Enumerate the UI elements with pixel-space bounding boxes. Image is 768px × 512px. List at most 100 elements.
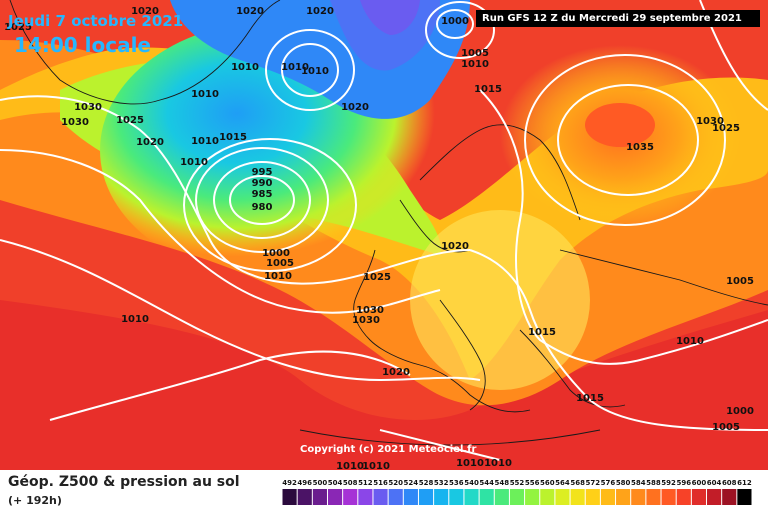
isobar-label: 1015 (219, 132, 247, 143)
russian-high-core (585, 103, 655, 147)
lead-time: (+ 192h) (8, 494, 62, 507)
isobar-label: 1010 (362, 461, 390, 470)
legend-swatch (737, 489, 752, 505)
legend-tick-label: 524 (404, 479, 419, 487)
isobar-label: 1025 (712, 123, 740, 134)
isobar-label: 1010 (336, 461, 364, 470)
isobar-label: 1000 (726, 406, 754, 417)
isobar-label: 1010 (191, 89, 219, 100)
legend-tick-label: 512 (358, 479, 373, 487)
legend-swatch (373, 489, 388, 505)
legend-tick-label: 528 (419, 479, 434, 487)
legend-tick-label: 580 (616, 479, 631, 487)
legend-swatch (540, 489, 555, 505)
forecast-time: 14:00 locale (14, 33, 151, 57)
isobar-label: 1010 (301, 66, 329, 77)
isobar-label: 1030 (352, 315, 380, 326)
legend-swatch (691, 489, 707, 505)
legend-swatch (464, 489, 479, 505)
isobar-label: 1010 (264, 271, 292, 282)
z500-color-legend: 492 496 500 504 508 512 516 520 524 528 532 536 540 5… (282, 479, 752, 505)
isobar-label: 1025 (363, 272, 391, 283)
legend-tick-label: 548 (495, 479, 510, 487)
isobar-label: 1005 (712, 422, 740, 433)
legend-tick-label: 504 (328, 479, 343, 487)
deepest-cold-core (360, 0, 420, 35)
forecast-date: Jeudi 7 octobre 2021 (8, 12, 184, 30)
warm-band-south (0, 300, 768, 470)
isobar-label: 1010 (191, 136, 219, 147)
isobar-label: 1030 (696, 116, 724, 127)
isobar-label: 1010 (281, 62, 309, 73)
isobar-label: 1000 (262, 248, 290, 259)
legend-swatch (600, 489, 616, 505)
isobar-label: 1015 (576, 393, 604, 404)
isobar-label: 1025 (116, 115, 144, 126)
isobar-label: 1010 (461, 59, 489, 70)
legend-tick-label: 612 (737, 479, 752, 487)
legend-tick-label: 552 (510, 479, 525, 487)
legend-swatch (707, 489, 722, 505)
isobar-label: 1015 (474, 84, 502, 95)
copyright-notice: Copyright (c) 2021 Meteociel.fr (300, 444, 477, 455)
legend-swatch (403, 489, 418, 505)
legend-swatch (676, 489, 691, 505)
legend-tick-label: 532 (434, 479, 449, 487)
legend-tick-label: 500 (313, 479, 328, 487)
isobar-label: 1010 (121, 314, 149, 325)
isobar-label: 1015 (528, 327, 556, 338)
legend-swatch (494, 489, 509, 505)
legend-swatch (327, 489, 343, 505)
legend-swatch (661, 489, 676, 505)
isobar-label: 1010 (456, 458, 484, 469)
pale-yellow-europe (410, 210, 590, 390)
model-run-banner: Run GFS 12 Z du Mercredi 29 septembre 20… (476, 10, 760, 27)
legend-tick-label: 584 (631, 479, 646, 487)
legend-tick-label: 560 (540, 479, 555, 487)
legend-tick-label: 572 (585, 479, 600, 487)
legend-tick-label: 600 (692, 479, 707, 487)
legend-tick-label: 556 (525, 479, 540, 487)
isobar-label: 980 (252, 202, 273, 213)
legend-tick-label: 492 (282, 479, 297, 487)
legend-swatch (616, 489, 631, 505)
legend-swatch (449, 489, 464, 505)
isobar-label: 1030 (74, 102, 102, 113)
isobar-label: 1025 (4, 22, 32, 33)
legend-tick-label: 596 (676, 479, 691, 487)
legend-tick-label: 516 (373, 479, 388, 487)
legend-tick-label: 496 (297, 479, 312, 487)
legend-tick-label: 540 (464, 479, 479, 487)
isobar-label: 1005 (461, 48, 489, 59)
legend-tick-label: 568 (570, 479, 585, 487)
isobar-label: 1010 (180, 157, 208, 168)
legend-swatch (525, 489, 540, 505)
isobar-label: 1020 (131, 6, 159, 17)
isobar-label: 1010 (676, 336, 704, 347)
isobar-label: 1010 (231, 62, 259, 73)
isobar-label: 1020 (236, 6, 264, 17)
legend-swatch (585, 489, 600, 505)
legend-tick-label: 576 (601, 479, 616, 487)
legend-swatch (418, 489, 434, 505)
isobar-label: 1030 (356, 305, 384, 316)
legend-tick-label: 604 (707, 479, 722, 487)
legend-tick-label: 564 (555, 479, 570, 487)
legend-swatch (388, 489, 403, 505)
legend-tick-label: 536 (449, 479, 464, 487)
product-title: Géop. Z500 & pression au sol (8, 474, 240, 490)
legend-swatch (312, 489, 327, 505)
isobar-label: 1020 (136, 137, 164, 148)
isobar-label: 1000 (441, 16, 469, 27)
isobar-label: 990 (252, 178, 273, 189)
legend-swatch (631, 489, 646, 505)
isobars (0, 0, 768, 461)
legend-tick-label: 608 (722, 479, 737, 487)
legend-swatch (509, 489, 525, 505)
isobar-label: 985 (252, 189, 273, 200)
legend-tick-label: 508 (343, 479, 358, 487)
coastlines (9, 0, 768, 446)
legend-tick-label: 588 (646, 479, 661, 487)
